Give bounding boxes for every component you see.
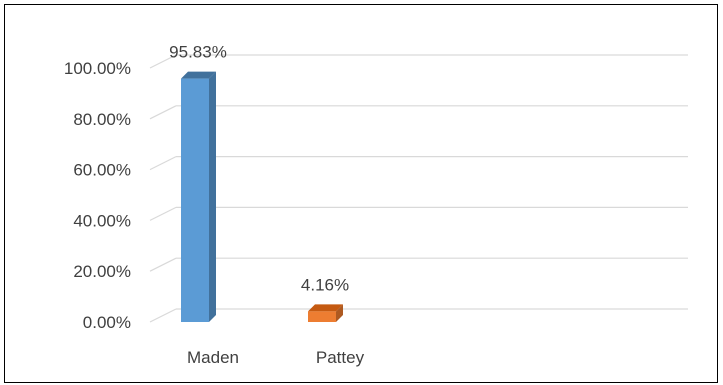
data-label-maden: 95.83%	[169, 43, 227, 62]
gridline-depth	[149, 105, 177, 120]
y-axis-tick-labels: 0.00% 20.00% 40.00% 60.00% 80.00% 100.00%	[64, 59, 131, 332]
bar-pattey	[308, 304, 343, 322]
gridline-depth	[149, 156, 177, 171]
gridline-depth	[149, 308, 177, 323]
bar-top	[308, 304, 343, 312]
bar-front	[308, 311, 336, 322]
data-label-pattey: 4.16%	[301, 275, 349, 294]
x-axis-category-labels: Maden Pattey	[187, 348, 365, 367]
y-tick-label: 100.00%	[64, 59, 131, 78]
y-tick-label: 60.00%	[73, 161, 131, 180]
y-tick-label: 80.00%	[73, 110, 131, 129]
gridline-depth	[149, 54, 177, 69]
data-labels: 95.83% 4.16%	[169, 43, 349, 295]
gridlines	[149, 54, 688, 323]
bar-maden	[181, 71, 216, 322]
y-tick-label: 0.00%	[83, 313, 131, 332]
chart-frame	[4, 4, 718, 383]
bar-top	[181, 71, 216, 79]
y-tick-label: 20.00%	[73, 262, 131, 281]
gridline-depth	[149, 206, 177, 221]
bar-side	[336, 304, 343, 322]
gridline-depth	[149, 257, 177, 272]
category-label-pattey: Pattey	[316, 348, 365, 367]
y-tick-label: 40.00%	[73, 211, 131, 230]
bars	[181, 71, 343, 322]
bar-front	[181, 78, 209, 322]
category-label-maden: Maden	[187, 348, 239, 367]
bar-side	[209, 71, 216, 322]
